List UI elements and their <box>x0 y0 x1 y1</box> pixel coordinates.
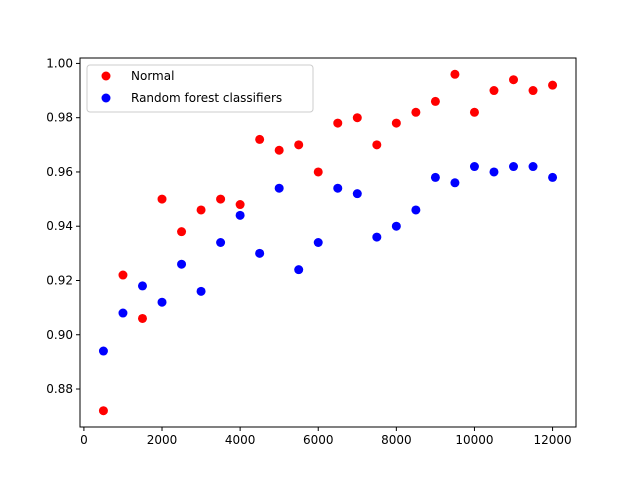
legend-label: Random forest classifiers <box>131 91 282 105</box>
data-point <box>313 238 323 247</box>
y-tick-label: 0.90 <box>46 328 73 342</box>
x-tick-label: 0 <box>80 433 88 447</box>
data-point <box>528 86 538 96</box>
data-point <box>391 221 401 231</box>
data-points <box>98 69 558 416</box>
data-point <box>157 297 167 307</box>
data-point <box>118 308 128 318</box>
x-tick-label: 10000 <box>455 433 493 447</box>
data-point <box>274 145 284 155</box>
data-point <box>372 140 382 150</box>
data-point <box>333 183 343 193</box>
data-point <box>411 107 421 117</box>
legend-box <box>86 64 314 113</box>
y-tick-label: 0.96 <box>46 165 73 179</box>
data-point <box>411 205 421 215</box>
data-point <box>489 167 499 177</box>
y-tick-label: 1.00 <box>46 56 73 70</box>
legend-marker <box>101 71 111 81</box>
data-point <box>469 162 479 172</box>
data-point <box>548 172 558 182</box>
x-tick-label: 4000 <box>225 433 256 447</box>
data-point <box>137 313 147 323</box>
data-point <box>313 167 323 177</box>
data-point <box>235 200 245 210</box>
data-point <box>528 162 538 172</box>
data-point <box>196 205 206 215</box>
data-point <box>137 281 147 291</box>
y-tick-label: 0.92 <box>46 273 73 287</box>
x-axis: 0 2000 4000 6000 8000 10000 12000 <box>80 427 572 447</box>
data-point <box>196 286 206 296</box>
data-point <box>177 259 187 269</box>
legend: Normal Random forest classifiers <box>86 64 314 113</box>
data-point <box>352 189 362 199</box>
x-tick-label: 12000 <box>533 433 571 447</box>
legend-marker <box>101 93 111 103</box>
data-point <box>450 69 460 79</box>
data-point <box>216 238 226 247</box>
data-point <box>255 134 265 144</box>
x-tick-label: 2000 <box>147 433 178 447</box>
x-tick-label: 6000 <box>303 433 334 447</box>
data-point <box>216 194 226 204</box>
series-0 <box>98 69 558 416</box>
data-point <box>177 227 187 237</box>
axes-frame <box>79 57 577 428</box>
x-tick-label: 8000 <box>381 433 412 447</box>
series-1 <box>98 162 558 356</box>
data-point <box>372 232 382 242</box>
data-point <box>469 107 479 117</box>
y-tick-label: 0.98 <box>46 111 73 125</box>
data-point <box>509 162 519 172</box>
data-point <box>98 346 108 356</box>
data-point <box>255 248 265 258</box>
data-point <box>118 270 128 280</box>
data-point <box>274 183 284 193</box>
data-point <box>430 172 440 182</box>
data-point <box>333 118 343 128</box>
data-point <box>157 194 167 204</box>
data-point <box>98 406 108 416</box>
data-point <box>450 178 460 188</box>
data-point <box>294 265 304 275</box>
y-axis: 0.88 0.90 0.92 0.94 0.96 0.98 1.00 <box>46 56 80 396</box>
data-point <box>489 86 499 96</box>
data-point <box>391 118 401 128</box>
data-point <box>235 210 245 220</box>
data-point <box>548 80 558 90</box>
data-point <box>509 75 519 85</box>
y-tick-label: 0.94 <box>46 219 73 233</box>
data-point <box>352 113 362 123</box>
legend-label: Normal <box>131 69 174 83</box>
y-tick-label: 0.88 <box>46 382 73 396</box>
data-point <box>430 96 440 106</box>
data-point <box>294 140 304 150</box>
